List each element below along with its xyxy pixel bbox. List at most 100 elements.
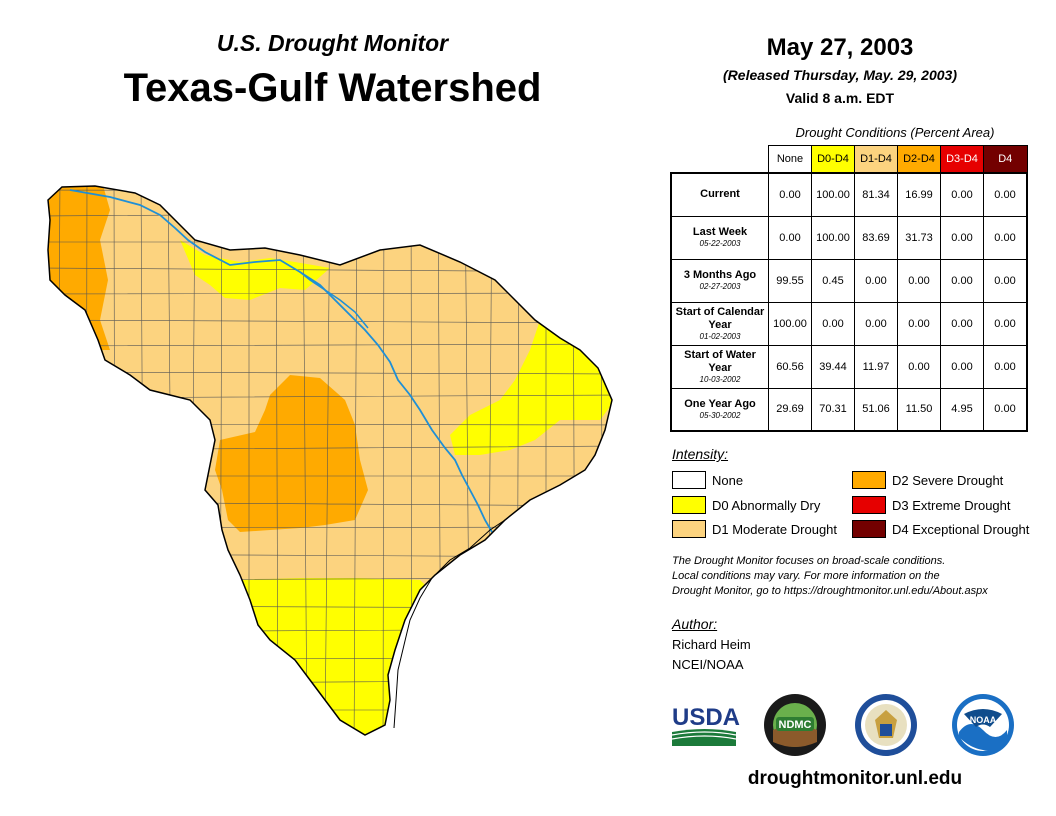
table-cell: 0.00 xyxy=(940,215,984,260)
table-cell: 4.95 xyxy=(940,387,984,432)
table-cell: 0.00 xyxy=(854,301,898,346)
table-cell: 0.00 xyxy=(983,215,1028,260)
table-cell: 100.00 xyxy=(768,301,812,346)
legend-title: Intensity: xyxy=(672,446,729,462)
table-row: One Year Ago 05-30-2002 29.69 70.31 51.06 11.… xyxy=(670,387,1028,432)
table-cell: 0.00 xyxy=(940,172,984,217)
table-cell: 0.00 xyxy=(940,344,984,389)
table-cell: 0.00 xyxy=(811,301,855,346)
table-cell: 0.00 xyxy=(768,172,812,217)
map-subtitle: U.S. Drought Monitor xyxy=(216,30,449,56)
legend-label: D2 Severe Drought xyxy=(892,472,1004,488)
legend-swatch xyxy=(672,520,706,538)
row-label: Start of Water Year 10-03-2002 xyxy=(670,344,769,389)
table-cell: 0.00 xyxy=(897,301,941,346)
table-cell: 60.56 xyxy=(768,344,812,389)
legend-label: D1 Moderate Drought xyxy=(712,521,838,537)
table-cell: 0.45 xyxy=(811,258,855,303)
usda-logo: USDA xyxy=(671,704,740,746)
table-cell: 0.00 xyxy=(983,344,1028,389)
table-cell: 0.00 xyxy=(983,172,1028,217)
usda-logo-text: USDA xyxy=(672,704,740,731)
doc-logo xyxy=(855,694,917,756)
legend-item-d0: D0 Abnormally Dry xyxy=(672,496,820,514)
table-cell: 70.31 xyxy=(811,387,855,432)
noaa-logo: NOAA xyxy=(952,694,1014,756)
header-blank xyxy=(671,146,769,174)
row-date: 05-30-2002 xyxy=(699,410,741,420)
column-header: D4 xyxy=(983,145,1028,174)
column-header: D0-D4 xyxy=(811,145,855,174)
legend-item-d3: D3 Extreme Drought xyxy=(852,496,1011,514)
table-cell: 0.00 xyxy=(940,258,984,303)
note-line: Local conditions may vary. For more info… xyxy=(672,570,940,582)
legend-swatch xyxy=(672,496,706,514)
column-header: None xyxy=(768,145,812,174)
table-cell: 83.69 xyxy=(854,215,898,260)
d2-area-central xyxy=(215,375,368,532)
legend-label: D4 Exceptional Drought xyxy=(892,521,1030,537)
table-cell: 81.34 xyxy=(854,172,898,217)
drought-statistics-table: None D0-D4 D1-D4 D2-D4 D3-D4 D4 Current 0… xyxy=(670,145,1028,432)
column-header: D1-D4 xyxy=(854,145,898,174)
table-cell: 31.73 xyxy=(897,215,941,260)
row-label-text: Last Week xyxy=(692,226,748,238)
table-row: Start of Calendar Year 01-02-2003 100.00 0.… xyxy=(670,301,1028,346)
legend-item-none: None xyxy=(672,471,743,489)
ndmc-logo: NDMC xyxy=(764,694,826,756)
row-label: Current xyxy=(670,172,769,217)
legend-swatch xyxy=(672,471,706,489)
legend-label: None xyxy=(712,472,744,488)
row-label-text: Start of Calendar Year xyxy=(675,305,765,331)
release-date: (Released Thursday, May. 29, 2003) xyxy=(723,67,957,83)
website-url: droughtmonitor.unl.edu xyxy=(747,768,963,789)
table-cell: 0.00 xyxy=(897,344,941,389)
row-date: 10-03-2002 xyxy=(699,374,741,384)
river-red-river xyxy=(69,189,493,533)
map-title: Texas-Gulf Watershed xyxy=(123,66,542,110)
author-org: NCEI/NOAA xyxy=(672,657,744,672)
note-line: Drought Monitor, go to https://droughtmo… xyxy=(672,585,988,597)
row-label-text: Start of Water Year xyxy=(684,348,756,374)
table-cell: 16.99 xyxy=(897,172,941,217)
table-cell: 0.00 xyxy=(983,387,1028,432)
row-label-text: One Year Ago xyxy=(684,397,756,410)
d0-area-north xyxy=(180,240,330,300)
author-heading: Author: xyxy=(672,616,718,632)
table-cell: 99.55 xyxy=(768,258,812,303)
row-label: Start of Calendar Year 01-02-2003 xyxy=(670,301,769,346)
ndmc-logo-text: NDMC xyxy=(779,719,812,731)
row-label: Last Week 05-22-2003 xyxy=(670,215,769,260)
row-date: 05-22-2003 xyxy=(699,239,741,248)
table-caption: Drought Conditions (Percent Area) xyxy=(795,125,995,140)
table-row: Current 0.00 100.00 81.34 16.99 0.00 0.00 xyxy=(670,172,1028,217)
row-date: 01-02-2003 xyxy=(699,331,741,341)
table-cell: 0.00 xyxy=(768,215,812,260)
legend-item-d1: D1 Moderate Drought xyxy=(672,520,837,538)
table-row: Start of Water Year 10-03-2002 60.56 39.44 1… xyxy=(670,344,1028,389)
legend-item-d2: D2 Severe Drought xyxy=(852,471,1003,489)
table-cell: 0.00 xyxy=(854,258,898,303)
legend-swatch xyxy=(852,520,886,538)
table-cell: 39.44 xyxy=(811,344,855,389)
legend-item-d4: D4 Exceptional Drought xyxy=(852,520,1029,538)
legend-label: D0 Abnormally Dry xyxy=(712,497,821,513)
d0-area-south xyxy=(240,578,440,735)
map-date: May 27, 2003 xyxy=(766,34,914,61)
row-label: 3 Months Ago 02-27-2003 xyxy=(670,258,769,303)
table-cell: 100.00 xyxy=(811,215,855,260)
table-row: Last Week 05-22-2003 0.00 100.00 83.69 31.73 0… xyxy=(670,215,1028,260)
column-header: D2-D4 xyxy=(897,145,941,174)
disclaimer-note: The Drought Monitor focuses on broad-sca… xyxy=(672,554,1052,599)
row-date: 02-27-2003 xyxy=(699,282,741,291)
valid-time: Valid 8 a.m. EDT xyxy=(785,90,895,106)
table-row: 3 Months Ago 02-27-2003 99.55 0.45 0.00 0.00 0… xyxy=(670,258,1028,303)
table-cell: 0.00 xyxy=(983,258,1028,303)
table-cell: 100.00 xyxy=(811,172,855,217)
column-header: D3-D4 xyxy=(940,145,984,174)
legend-swatch xyxy=(852,471,886,489)
table-cell: 0.00 xyxy=(983,301,1028,346)
table-header-row: None D0-D4 D1-D4 D2-D4 D3-D4 D4 xyxy=(671,145,1028,174)
table-cell: 51.06 xyxy=(854,387,898,432)
d2-area-west xyxy=(48,186,110,350)
